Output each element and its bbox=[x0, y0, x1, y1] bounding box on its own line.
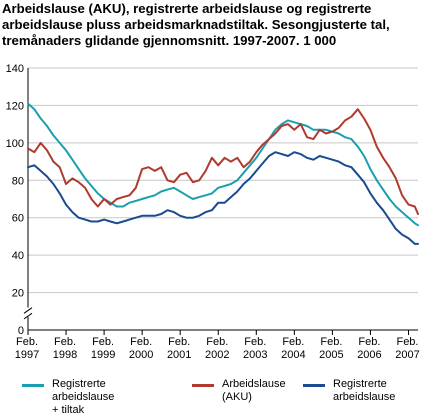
x-tick-label: 2001 bbox=[167, 349, 191, 361]
axis-break bbox=[23, 312, 33, 320]
x-tick-label: 2006 bbox=[357, 349, 381, 361]
legend-label: Registrerte arbeidslause bbox=[333, 378, 396, 403]
y-tick-label: 100 bbox=[6, 138, 24, 150]
y-tick-label: 80 bbox=[12, 175, 24, 187]
line-chart: 020406080100120140Feb.1997Feb.1998Feb.19… bbox=[6, 63, 420, 361]
y-tick-label: 140 bbox=[6, 63, 24, 75]
x-tick-label: Feb. bbox=[16, 336, 38, 348]
x-tick-label: Feb. bbox=[168, 336, 190, 348]
x-tick-label: Feb. bbox=[244, 336, 266, 348]
y-tick-label: 40 bbox=[12, 250, 24, 262]
legend-swatch bbox=[303, 384, 325, 387]
legend-label: Arbeidslause (AKU) bbox=[222, 378, 286, 403]
x-tick-label: 2003 bbox=[243, 349, 267, 361]
x-tick-label: Feb. bbox=[206, 336, 228, 348]
series-line-3 bbox=[27, 151, 419, 245]
x-tick-label: 2002 bbox=[205, 349, 229, 361]
x-tick-label: Feb. bbox=[130, 336, 152, 348]
gridlines bbox=[28, 67, 418, 294]
axes bbox=[23, 68, 418, 335]
x-tick-label: Feb. bbox=[282, 336, 304, 348]
x-tick-label: Feb. bbox=[92, 336, 114, 348]
x-tick-label: 2000 bbox=[129, 349, 153, 361]
x-tick-label: Feb. bbox=[320, 336, 342, 348]
legend: Registrerte arbeidslause + tiltak Arbeid… bbox=[0, 378, 426, 416]
x-tick-label: 2004 bbox=[281, 349, 305, 361]
x-tick-label: 2007 bbox=[395, 349, 419, 361]
x-tick-label: 1999 bbox=[91, 349, 115, 361]
legend-label: Registrerte arbeidslause + tiltak bbox=[52, 378, 115, 416]
x-tick-label: Feb. bbox=[358, 336, 380, 348]
legend-swatch bbox=[22, 384, 44, 387]
y-tick-label: 0 bbox=[18, 325, 24, 337]
y-tick-label: 120 bbox=[6, 100, 24, 112]
x-tick-label: 1997 bbox=[15, 349, 39, 361]
y-tick-label: 20 bbox=[12, 288, 24, 300]
x-tick-label: 1998 bbox=[53, 349, 77, 361]
series-line-2 bbox=[27, 108, 419, 215]
series-lines bbox=[27, 102, 419, 245]
x-tick-label: 2005 bbox=[319, 349, 343, 361]
x-tick-label: Feb. bbox=[54, 336, 76, 348]
x-tick-label: Feb. bbox=[396, 336, 418, 348]
axis-break bbox=[23, 307, 33, 314]
series-line-1 bbox=[27, 102, 419, 227]
y-tick-label: 60 bbox=[12, 213, 24, 225]
tick-labels: 020406080100120140Feb.1997Feb.1998Feb.19… bbox=[6, 63, 420, 361]
legend-swatch bbox=[192, 384, 214, 387]
chart-title: Arbeidslause (AKU), registrerte arbeidsl… bbox=[2, 1, 390, 48]
